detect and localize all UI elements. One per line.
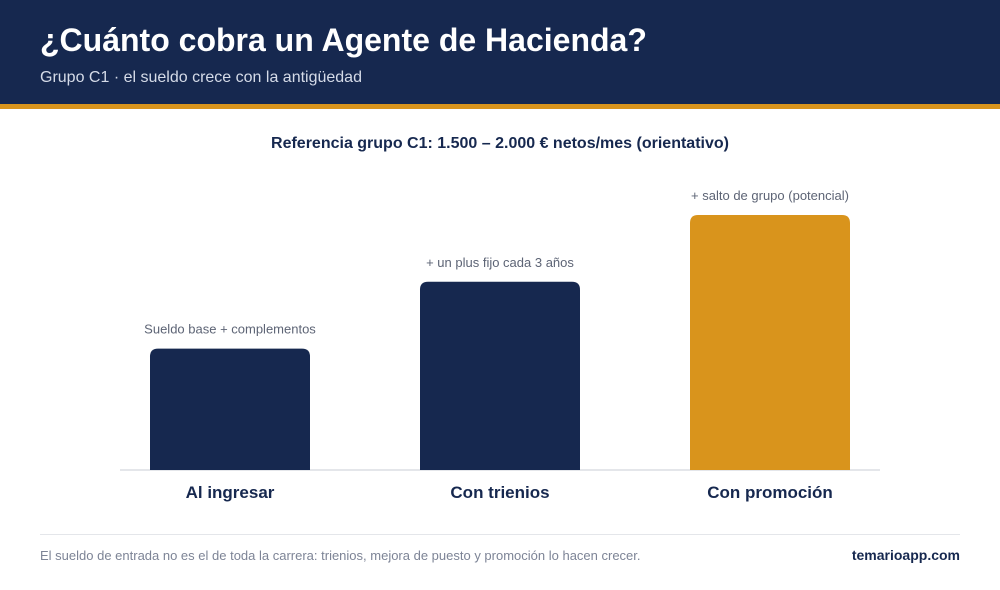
- bar-annotation-2: + un plus fijo cada 3 años: [426, 255, 574, 270]
- footer-note: El sueldo de entrada no es el de toda la…: [40, 548, 641, 563]
- bar-annotation-1: Sueldo base + complementos: [144, 322, 316, 337]
- footer-brand: temarioapp.com: [851, 547, 960, 563]
- page-subtitle: Grupo C1 · el sueldo crece con la antigü…: [40, 69, 362, 86]
- bar-3: [690, 215, 850, 470]
- bar-annotation-3: + salto de grupo (potencial): [691, 188, 849, 203]
- category-label-3: Con promoción: [707, 483, 833, 502]
- header-banner: ¿Cuánto cobra un Agente de Hacienda? Gru…: [0, 0, 1000, 104]
- footer-divider: [40, 534, 960, 535]
- header-accent-stripe: [0, 104, 1000, 109]
- reference-range-text: Referencia grupo C1: 1.500 – 2.000 € net…: [271, 135, 729, 152]
- bar-2: [420, 281, 580, 470]
- page-title: ¿Cuánto cobra un Agente de Hacienda?: [40, 22, 647, 58]
- category-label-1: Al ingresar: [186, 483, 275, 502]
- bar-1: [150, 348, 310, 470]
- category-label-2: Con trienios: [450, 483, 549, 502]
